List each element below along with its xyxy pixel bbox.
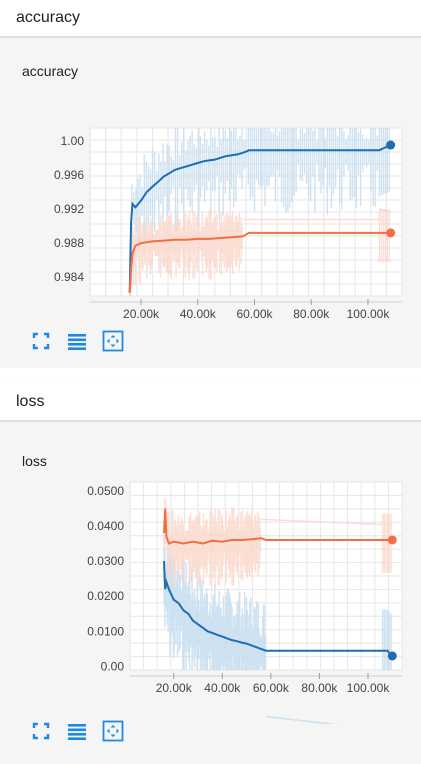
loss-x-tick-label: 100.00k [347, 681, 391, 695]
accuracy-series-1-line [128, 231, 391, 293]
accuracy-series-0-line [128, 144, 392, 293]
loss-x-tick-label: 60.00k [253, 681, 290, 695]
loss-y-tick-label: 0.0100 [87, 624, 124, 638]
accuracy-y-tick-label: 0.992 [54, 202, 84, 216]
accuracy-card-title: accuracy [22, 63, 79, 79]
loss-fullscreen-button[interactable] [30, 720, 52, 742]
loss-fit-domain-button[interactable] [102, 720, 124, 742]
loss-series-0-raw-band [163, 530, 392, 724]
loss-series-0-line [163, 561, 394, 657]
section-gap [0, 368, 421, 384]
loss-series-1-line [163, 508, 393, 545]
loss-y-tick-label: 0.00 [101, 659, 125, 673]
fullscreen-icon [32, 722, 50, 740]
loss-series-1-end-point [387, 535, 397, 545]
accuracy-x-tick-label: 60.00k [236, 307, 273, 321]
loss-section-header[interactable]: loss [0, 384, 421, 422]
fit-domain-icon [102, 720, 124, 742]
loss-y-tick-label: 0.0300 [87, 554, 124, 568]
accuracy-series-1-end-point [386, 228, 396, 238]
accuracy-x-tick-label: 80.00k [293, 307, 330, 321]
loss-card-title: loss [22, 453, 47, 469]
loss-x-tick-label: 80.00k [301, 681, 338, 695]
loss-section-title: loss [16, 393, 45, 410]
accuracy-fullscreen-button[interactable] [30, 330, 52, 352]
accuracy-y-tick-label: 0.984 [54, 270, 84, 284]
loss-series-1-raw-band [163, 498, 393, 588]
fullscreen-icon [32, 332, 50, 350]
accuracy-y-tick-label: 0.996 [54, 168, 84, 182]
accuracy-card: accuracy 0.984 0.988 0.992 0.996 1.00 20.00k 4… [0, 38, 421, 368]
accuracy-y-tick-label: 1.00 [61, 134, 85, 148]
accuracy-x-tick-label: 40.00k [180, 307, 217, 321]
loss-y-tick-label: 0.0200 [87, 589, 124, 603]
loss-card: loss 0.00 0.0100 0.0200 0.0300 0.0400 0.0500 2… [0, 422, 421, 764]
loss-raw-band-connector [261, 518, 393, 526]
toggle-log-scale-icon [68, 724, 86, 740]
toggle-log-scale-icon [68, 334, 86, 350]
loss-series-0-end-point [387, 651, 397, 661]
accuracy-y-tick-label: 0.988 [54, 236, 84, 250]
loss-x-tick-label: 20.00k [156, 681, 193, 695]
loss-log-scale-button[interactable] [66, 720, 88, 742]
accuracy-x-tick-label: 100.00k [347, 307, 391, 321]
loss-raw-band-connector [265, 715, 338, 724]
accuracy-section-title: accuracy [16, 9, 81, 26]
loss-y-tick-label: 0.0500 [87, 484, 124, 498]
loss-chart: 0.00 0.0100 0.0200 0.0300 0.0400 0.0500 20.00k… [87, 481, 403, 724]
accuracy-chart: 0.984 0.988 0.992 0.996 1.00 20.00k 40.00k 60.0… [54, 127, 403, 321]
accuracy-log-scale-button[interactable] [66, 330, 88, 352]
accuracy-series-0-raw-band [129, 128, 391, 296]
fit-domain-icon [102, 330, 124, 352]
accuracy-section-header[interactable]: accuracy [0, 0, 421, 38]
loss-y-tick-label: 0.0400 [87, 519, 124, 533]
accuracy-x-tick-label: 20.00k [123, 307, 160, 321]
accuracy-series-0-end-point [386, 140, 396, 150]
accuracy-series-1-raw-band [129, 209, 391, 296]
accuracy-fit-domain-button[interactable] [102, 330, 124, 352]
loss-x-tick-label: 40.00k [204, 681, 241, 695]
